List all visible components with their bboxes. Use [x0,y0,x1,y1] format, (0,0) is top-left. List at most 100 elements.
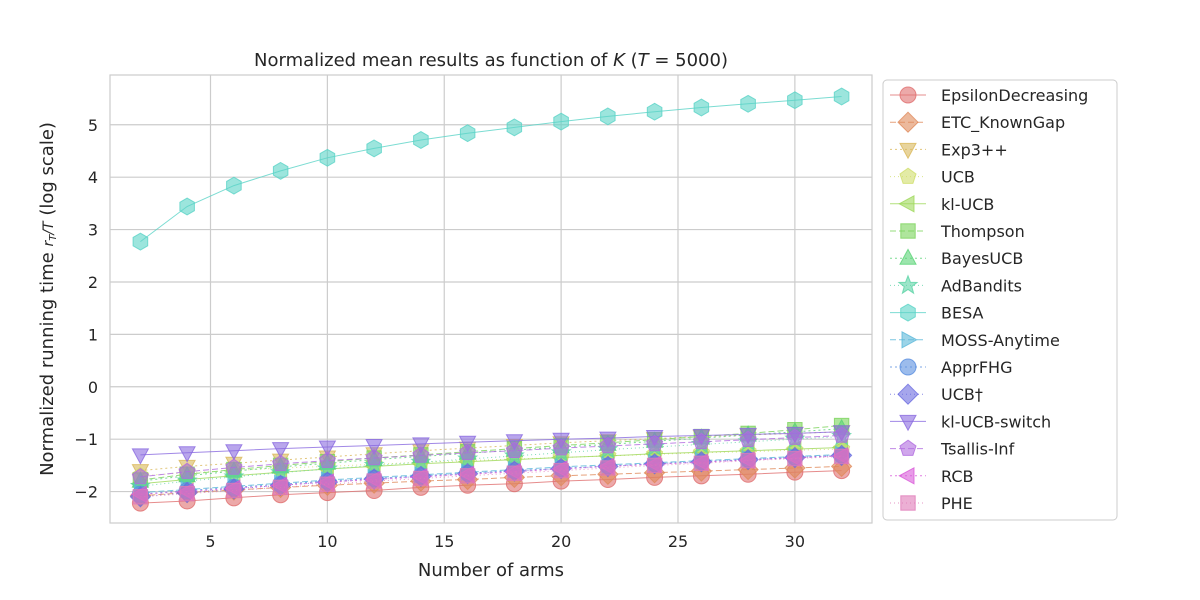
legend-marker [900,223,916,239]
y-axis-label: Normalized running time rT/T (log scale) [37,122,59,476]
legend-label: kl-UCB [941,195,994,214]
y-axis-label-fraction: rT/T [41,220,59,247]
legend-marker [900,495,916,511]
data-point [271,442,290,459]
series-line [140,435,842,478]
legend-label: ETC_KnownGap [941,113,1065,133]
data-point [599,436,617,454]
legend-item-besa: BESA [890,304,984,323]
legend-item-thompson: Thompson [890,222,1025,241]
data-point [365,439,383,456]
legend-item-rcb: RCB [890,467,973,486]
data-point [787,450,803,467]
data-point [833,448,850,465]
legend-item-kl-ucb-switch: kl-UCB-switch [890,412,1051,431]
data-point [225,458,243,475]
legend-marker [899,248,917,265]
data-point [412,437,430,454]
data-point [506,118,523,137]
legend-marker [900,303,916,322]
data-point [693,98,710,117]
legend-label: UCB [941,168,975,187]
legend-label: BESA [941,304,984,323]
legend-label: Tsallis-Inf [940,440,1015,459]
legend-marker [899,167,917,184]
data-point [272,479,289,496]
legend-marker [897,111,919,133]
data-point [132,489,149,505]
y-tick-label: 5 [88,116,98,135]
grid [110,75,872,523]
data-point [458,435,477,453]
legend: EpsilonDecreasing ETC_KnownGap Exp3++ UCB kl… [882,79,1118,521]
data-point [692,432,710,450]
legend-label: kl-UCB-switch [941,412,1051,431]
x-tick-label: 10 [317,532,337,551]
legend-item-moss-anytime: MOSS-Anytime [890,331,1060,350]
series-line [140,431,842,456]
data-point [272,161,289,180]
legend-item-exp3: Exp3++ [890,140,1008,159]
series-line [140,96,842,242]
legend-item-apprfhg: ApprFHG [890,358,1012,377]
legend-label: UCB† [941,385,983,404]
legend-label: BayesUCB [941,249,1023,268]
data-point [786,428,804,445]
series-line [140,454,842,498]
legend-item-epsilondecreasing: EpsilonDecreasing [890,86,1088,105]
x-tick-label: 5 [205,532,215,551]
data-point [318,451,336,468]
legend-label: RCB [941,467,973,486]
data-point [412,446,430,463]
x-axis-label: Number of arms [418,560,564,581]
series-line [140,453,842,494]
legend-marker [897,383,919,405]
legend-item-etc-knowngap: ETC_KnownGap [890,111,1065,133]
legend-frame [882,79,1118,521]
data-point [319,476,336,492]
legend-label: EpsilonDecreasing [941,86,1088,105]
y-tick-label: 4 [88,168,98,187]
data-point [505,441,523,458]
plot-frame [109,74,873,524]
x-tick-label: 15 [434,532,454,551]
legend-label: MOSS-Anytime [941,331,1060,350]
series-line [140,447,842,485]
series-phe [132,448,850,505]
data-point [226,482,242,499]
data-point [413,131,429,149]
y-tick-label: 0 [88,378,98,397]
legend-label: Thompson [940,222,1025,241]
y-axis-label-suffix: (log scale) [37,122,58,221]
series-line [140,455,842,495]
series-line [140,448,842,477]
data-point [833,87,850,106]
data-point [132,232,149,251]
data-point [226,176,242,195]
x-tick-label: 25 [668,532,688,551]
legend-item-kl-ucb: kl-UCB [890,195,994,214]
data-point [272,454,290,472]
data-point [739,430,757,447]
legend-label: PHE [941,494,973,513]
data-point [131,467,149,485]
legend-item-ucb: UCB† [890,383,983,405]
series-line [140,431,842,472]
series-besa [132,87,850,251]
data-point [179,485,195,502]
data-point [553,462,569,479]
series-tsallis-inf [131,426,851,485]
series-line [140,465,842,497]
y-tick-label: −2 [74,483,98,502]
legend-marker [898,466,915,485]
data-point [600,460,616,476]
legend-marker [899,358,917,376]
series-layer [129,87,853,512]
legend-marker [897,274,919,295]
legend-item-adbandits: AdBandits [890,274,1022,295]
legend-marker [899,86,917,104]
y-axis-label-prefix: Normalized running time [37,247,58,476]
series-line [140,470,842,504]
legend-item-phe: PHE [890,494,973,513]
